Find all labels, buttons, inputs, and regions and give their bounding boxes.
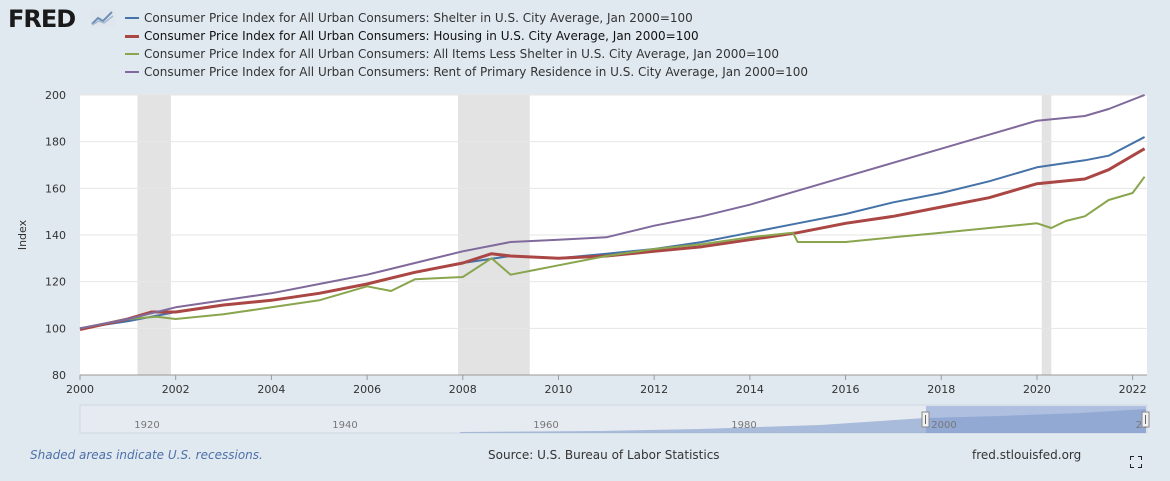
x-tick-label: 2020 bbox=[1023, 383, 1051, 396]
y-tick-label: 200 bbox=[45, 89, 66, 102]
navigator-tick-label: 1940 bbox=[332, 420, 357, 431]
chart-line-icon bbox=[90, 9, 116, 27]
legend-item-rent[interactable]: Consumer Price Index for All Urban Consu… bbox=[125, 63, 808, 81]
source-text: Source: U.S. Bureau of Labor Statistics bbox=[488, 448, 720, 462]
legend-item-shelter[interactable]: Consumer Price Index for All Urban Consu… bbox=[125, 9, 808, 27]
series-line-2 bbox=[79, 176, 1146, 330]
x-tick-label: 2016 bbox=[832, 383, 860, 396]
recession-note: Shaded areas indicate U.S. recessions. bbox=[30, 448, 263, 462]
legend-label: Consumer Price Index for All Urban Consu… bbox=[144, 65, 809, 79]
x-tick-label: 2006 bbox=[353, 383, 381, 396]
series-line-3 bbox=[79, 94, 1145, 330]
x-tick-label: 2008 bbox=[449, 383, 477, 396]
navigator-tick-label: 2000 bbox=[931, 420, 956, 431]
y-axis-label: Index bbox=[16, 219, 29, 250]
x-tick-label: 2004 bbox=[257, 383, 285, 396]
legend-swatch bbox=[125, 71, 139, 73]
chart-legend: Consumer Price Index for All Urban Consu… bbox=[125, 9, 808, 81]
legend-swatch bbox=[125, 34, 139, 38]
navigator-tick-label: 1920 bbox=[134, 420, 159, 431]
x-axis: 2000 2002 2004 2006 2008 2010 2012 2014 2016 2018… bbox=[66, 374, 1147, 396]
navigator-tick-label: 1960 bbox=[533, 420, 558, 431]
legend-label: Consumer Price Index for All Urban Consu… bbox=[144, 11, 693, 25]
navigator[interactable]: 1920194019601980200020 bbox=[79, 404, 1150, 434]
series-line-1 bbox=[79, 147, 1146, 331]
navigator-selection[interactable] bbox=[926, 406, 1146, 433]
y-tick-label: 140 bbox=[45, 229, 66, 242]
series-lines bbox=[79, 94, 1146, 331]
y-axis: 80 100 120 140 160 180 200 bbox=[45, 89, 66, 382]
fred-logo[interactable]: FRED bbox=[8, 5, 76, 33]
legend-label: Consumer Price Index for All Urban Consu… bbox=[144, 47, 780, 61]
legend-label: Consumer Price Index for All Urban Consu… bbox=[144, 29, 699, 43]
legend-item-all-items-less-shelter[interactable]: Consumer Price Index for All Urban Consu… bbox=[125, 45, 808, 63]
y-tick-label: 160 bbox=[45, 182, 66, 195]
x-tick-label: 2022 bbox=[1119, 383, 1147, 396]
y-tick-label: 80 bbox=[52, 369, 66, 382]
x-tick-label: 2012 bbox=[640, 383, 668, 396]
x-tick-label: 2010 bbox=[544, 383, 572, 396]
legend-swatch bbox=[125, 53, 139, 55]
y-tick-label: 180 bbox=[45, 136, 66, 149]
legend-item-housing[interactable]: Consumer Price Index for All Urban Consu… bbox=[125, 27, 808, 45]
x-tick-label: 2014 bbox=[736, 383, 764, 396]
legend-swatch bbox=[125, 17, 139, 19]
fullscreen-icon[interactable] bbox=[1130, 456, 1142, 468]
x-tick-label: 2018 bbox=[927, 383, 955, 396]
navigator-tick-label: 1980 bbox=[731, 420, 756, 431]
x-tick-label: 2000 bbox=[66, 383, 94, 396]
y-tick-label: 120 bbox=[45, 276, 66, 289]
x-tick-label: 2002 bbox=[162, 383, 190, 396]
y-tick-label: 100 bbox=[45, 322, 66, 335]
site-link[interactable]: fred.stlouisfed.org bbox=[972, 448, 1082, 462]
